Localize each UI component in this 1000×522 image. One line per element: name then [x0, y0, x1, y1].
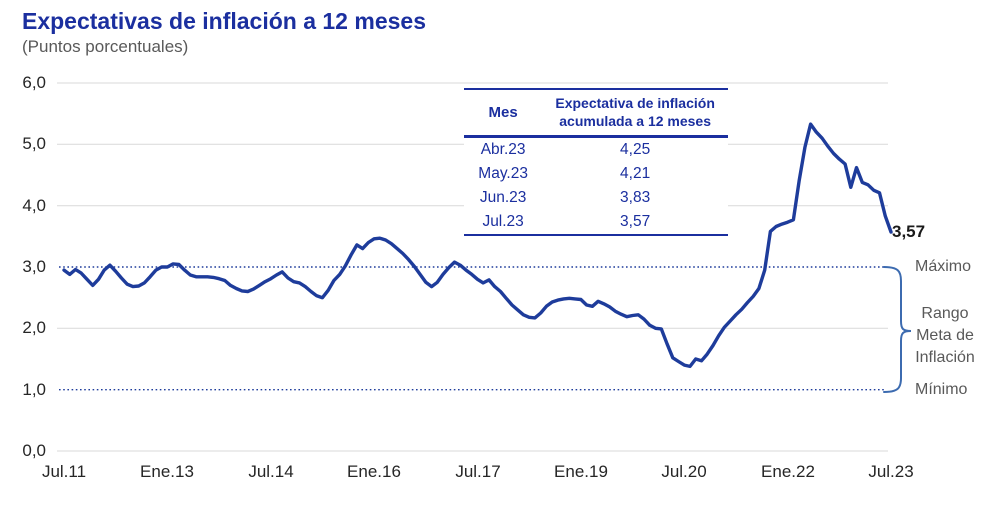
table-cell-mes: Jul.23 [482, 213, 524, 230]
table-row-Jun-23: Jun.23 3,83 [464, 186, 728, 210]
table-cell-mes: Abr.23 [480, 141, 526, 158]
maximo-label: Máximo [915, 258, 972, 275]
table-row-Abr-23: Abr.23 4,25 [464, 137, 728, 163]
x-axis-tick-Jul-11: Jul.11 [41, 462, 87, 481]
page-title: Expectativas de inflación a 12 meses [22, 8, 426, 34]
x-axis-tick-Ene-22: Ene.22 [761, 462, 815, 481]
y-axis-tick-4: 4,0 [22, 196, 46, 215]
x-axis-tick-Jul-17: Jul.17 [455, 462, 501, 481]
y-axis-tick-3: 3,0 [22, 257, 46, 276]
table-header: Mes Expectativa de inflación acumulada a… [464, 89, 728, 138]
x-axis-tick-Jul-23: Jul.23 [868, 462, 914, 481]
inflation-target-range-lines [59, 266, 884, 391]
table-cell-valor: 3,83 [620, 189, 651, 206]
y-axis-tick-2: 2,0 [22, 318, 46, 337]
table-row-Jul-23: Jul.23 3,57 [464, 210, 728, 235]
table-row-May-23: May.23 4,21 [464, 162, 728, 186]
table-body: Abr.23 4,25 May.23 4,21 Jun.23 3,83 Jul.23 3,57 [464, 137, 728, 236]
recent-values-table: Mes Expectativa de inflación acumulada a… [464, 88, 728, 236]
rango-label-line3: Inflación [915, 349, 975, 366]
table-cell-mes: May.23 [478, 165, 528, 182]
table-cell-valor: 3,57 [620, 213, 651, 230]
x-axis-tick-Ene-19: Ene.19 [554, 462, 608, 481]
y-axis-tick-6: 6,0 [22, 73, 46, 92]
chart-subtitle: (Puntos porcentuales) [22, 37, 189, 56]
y-axis-tick-1: 1,0 [22, 380, 46, 399]
range-brace-icon [883, 266, 912, 393]
table-header-mes: Mes [464, 89, 543, 138]
y-axis-tick-0: 0,0 [22, 441, 46, 460]
x-axis-tick-Jul-14: Jul.14 [248, 462, 294, 481]
rango-label-line1: Rango [921, 305, 969, 322]
rango-label-line2: Meta de [916, 327, 974, 344]
table-cell-mes: Jun.23 [479, 189, 527, 206]
x-axis-tick-Jul-20: Jul.20 [661, 462, 707, 481]
table-cell-valor: 4,25 [620, 141, 651, 158]
minimo-label: Mínimo [915, 381, 968, 398]
expectations-series-line [62, 122, 893, 369]
x-axis-tick-Ene-13: Ene.13 [140, 462, 194, 481]
table-header-expectativa: Expectativa de inflación acumulada a 12 … [542, 89, 728, 138]
y-axis-tick-5: 5,0 [22, 134, 46, 153]
rango-meta-inflacion-label: Rango Meta de Inflación [900, 303, 990, 369]
last-point-value-label: 3,57 [892, 222, 926, 241]
x-axis-tick-Ene-16: Ene.16 [347, 462, 401, 481]
table-cell-valor: 4,21 [620, 165, 651, 182]
